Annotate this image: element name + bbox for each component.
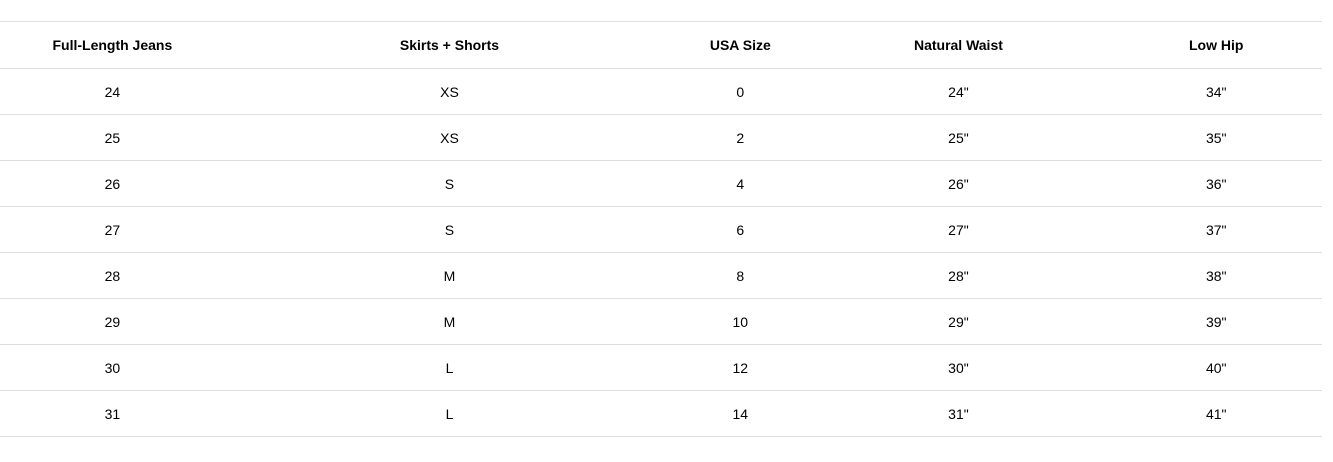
column-header-full-length-jeans: Full-Length Jeans [0,21,225,69]
column-header-low-hip: Low Hip [1110,21,1322,69]
table-cell: M [224,298,675,345]
table-cell: 0 [674,68,807,115]
table-cell: L [224,390,675,437]
table-row: 24 XS 0 24" 34" [0,68,1322,115]
table-cell: 37" [1110,206,1322,253]
table-cell: 28 [0,252,225,299]
table-cell: S [224,160,675,207]
table-cell: 30" [806,344,1111,391]
table-row: 26 S 4 26" 36" [0,160,1322,207]
table-cell: 10 [674,298,807,345]
column-header-usa-size: USA Size [674,21,807,69]
table-cell: 25" [806,114,1111,161]
table-cell: 28" [806,252,1111,299]
table-cell: 31" [806,390,1111,437]
table-row: 29 M 10 29" 39" [0,298,1322,345]
table-cell: 12 [674,344,807,391]
table-cell: XS [224,114,675,161]
table-cell: 27" [806,206,1111,253]
table-cell: 24 [0,68,225,115]
table-cell: 14 [674,390,807,437]
table-cell: 26" [806,160,1111,207]
table-cell: 6 [674,206,807,253]
table-cell: 40" [1110,344,1322,391]
table-cell: 26 [0,160,225,207]
table-cell: 31 [0,390,225,437]
table-cell: 30 [0,344,225,391]
table-cell: 2 [674,114,807,161]
table-cell: 8 [674,252,807,299]
size-chart-table: Full-Length Jeans Skirts + Shorts USA Si… [0,21,1322,437]
table-cell: 25 [0,114,225,161]
table-cell: 4 [674,160,807,207]
table-cell: 29" [806,298,1111,345]
table-row: 25 XS 2 25" 35" [0,114,1322,161]
table-cell: 41" [1110,390,1322,437]
table-row: 30 L 12 30" 40" [0,344,1322,391]
table-cell: 35" [1110,114,1322,161]
table-cell: L [224,344,675,391]
table-header-row: Full-Length Jeans Skirts + Shorts USA Si… [0,21,1322,69]
table-cell: S [224,206,675,253]
size-chart-section: Full-Length Jeans Skirts + Shorts USA Si… [0,21,1322,437]
table-cell: M [224,252,675,299]
table-row: 27 S 6 27" 37" [0,206,1322,253]
table-cell: 29 [0,298,225,345]
table-cell: 27 [0,206,225,253]
column-header-skirts-shorts: Skirts + Shorts [224,21,675,69]
column-header-natural-waist: Natural Waist [806,21,1111,69]
table-cell: 39" [1110,298,1322,345]
table-cell: 24" [806,68,1111,115]
table-cell: 34" [1110,68,1322,115]
table-row: 31 L 14 31" 41" [0,390,1322,437]
table-row: 28 M 8 28" 38" [0,252,1322,299]
table-cell: XS [224,68,675,115]
table-cell: 36" [1110,160,1322,207]
table-cell: 38" [1110,252,1322,299]
